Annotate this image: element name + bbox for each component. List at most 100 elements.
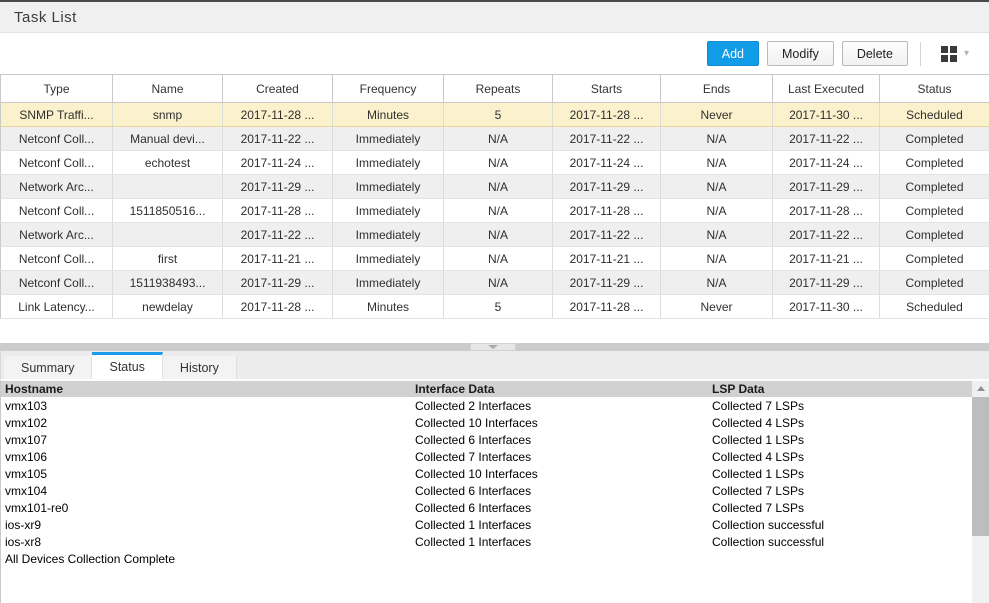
table-row[interactable]: Netconf Coll... 1511850516... 2017-11-28…	[0, 198, 989, 223]
cell-last-executed: 2017-11-24 ...	[772, 150, 880, 175]
cell-ends: N/A	[660, 150, 773, 175]
cell-type: Link Latency...	[0, 294, 113, 319]
lsp-data-column-header[interactable]: LSP Data	[712, 382, 765, 396]
detail-tab[interactable]: Summary	[4, 356, 93, 379]
list-item[interactable]: ios-xr9 Collected 1 Interfaces Collectio…	[1, 516, 989, 533]
hostname-cell: vmx104	[5, 483, 48, 498]
table-row[interactable]: SNMP Traffi... snmp 2017-11-28 ... Minut…	[0, 102, 989, 127]
cell-ends: Never	[660, 102, 773, 127]
table-row[interactable]: Netconf Coll... echotest 2017-11-24 ... …	[0, 150, 989, 175]
cell-status: Completed	[879, 150, 989, 175]
cell-repeats: N/A	[443, 222, 553, 247]
add-button[interactable]: Add	[706, 41, 759, 66]
cell-created: 2017-11-22 ...	[222, 126, 333, 151]
list-item[interactable]: vmx103 Collected 2 Interfaces Collected …	[1, 397, 989, 414]
vertical-scrollbar[interactable]	[972, 381, 989, 603]
cell-ends: N/A	[660, 222, 773, 247]
list-item[interactable]: vmx107 Collected 6 Interfaces Collected …	[1, 431, 989, 448]
splitter-collapse-button[interactable]	[470, 343, 516, 351]
detail-tab[interactable]: History	[162, 356, 237, 379]
cell-created: 2017-11-29 ...	[222, 174, 333, 199]
column-header[interactable]: Ends	[660, 74, 773, 103]
interface-cell: Collected 6 Interfaces	[415, 432, 532, 447]
cell-starts: 2017-11-29 ...	[552, 174, 661, 199]
page-title: Task List	[14, 8, 77, 26]
column-header[interactable]: Last Executed	[772, 74, 880, 103]
spacer	[0, 319, 989, 343]
scroll-up-button[interactable]	[972, 381, 989, 396]
modify-button[interactable]: Modify	[767, 41, 834, 66]
cell-created: 2017-11-29 ...	[222, 270, 333, 295]
hostname-cell: ios-xr8	[5, 534, 42, 549]
cell-repeats: N/A	[443, 126, 553, 151]
cell-frequency: Immediately	[332, 246, 444, 271]
cell-name: 1511850516...	[112, 198, 223, 223]
splitter-handle[interactable]	[0, 343, 989, 351]
cell-frequency: Minutes	[332, 102, 444, 127]
lsp-cell: Collected 4 LSPs	[712, 449, 805, 464]
column-settings-button[interactable]: ▾	[932, 40, 977, 67]
lsp-cell: Collected 4 LSPs	[712, 415, 805, 430]
cell-last-executed: 2017-11-29 ...	[772, 270, 880, 295]
cell-type: Network Arc...	[0, 222, 113, 247]
list-item[interactable]: vmx104 Collected 6 Interfaces Collected …	[1, 482, 989, 499]
list-item[interactable]: vmx101-re0 Collected 6 Interfaces Collec…	[1, 499, 989, 516]
hostname-column-header[interactable]: Hostname	[5, 382, 64, 396]
table-row[interactable]: Network Arc... 2017-11-22 ... Immediatel…	[0, 222, 989, 247]
collapse-down-icon	[488, 345, 498, 349]
scrollbar-thumb[interactable]	[972, 397, 989, 536]
column-header[interactable]: Created	[222, 74, 333, 103]
lsp-cell: Collected 7 LSPs	[712, 483, 805, 498]
cell-type: Netconf Coll...	[0, 270, 113, 295]
cell-frequency: Immediately	[332, 222, 444, 247]
table-row[interactable]: Netconf Coll... first 2017-11-21 ... Imm…	[0, 246, 989, 271]
interface-data-column-header[interactable]: Interface Data	[415, 382, 495, 396]
cell-starts: 2017-11-22 ...	[552, 126, 661, 151]
list-item[interactable]: vmx106 Collected 7 Interfaces Collected …	[1, 448, 989, 465]
column-header[interactable]: Starts	[552, 74, 661, 103]
detail-tab[interactable]: Status	[92, 352, 163, 379]
lsp-cell: Collected 7 LSPs	[712, 398, 805, 413]
cell-last-executed: 2017-11-30 ...	[772, 294, 880, 319]
delete-button[interactable]: Delete	[841, 41, 908, 66]
column-header[interactable]: Repeats	[443, 74, 553, 103]
lsp-cell: Collected 1 LSPs	[712, 432, 805, 447]
cell-last-executed: 2017-11-21 ...	[772, 246, 880, 271]
table-row[interactable]: Netconf Coll... Manual devi... 2017-11-2…	[0, 126, 989, 151]
cell-ends: Never	[660, 294, 773, 319]
cell-status: Completed	[879, 246, 989, 271]
cell-repeats: N/A	[443, 150, 553, 175]
column-header[interactable]: Type	[0, 74, 113, 103]
cell-name: first	[112, 246, 223, 271]
cell-starts: 2017-11-24 ...	[552, 150, 661, 175]
interface-cell: Collected 10 Interfaces	[415, 466, 538, 481]
cell-starts: 2017-11-21 ...	[552, 246, 661, 271]
list-item[interactable]: vmx102 Collected 10 Interfaces Collected…	[1, 414, 989, 431]
list-item[interactable]: vmx105 Collected 10 Interfaces Collected…	[1, 465, 989, 482]
column-header[interactable]: Name	[112, 74, 223, 103]
cell-frequency: Immediately	[332, 270, 444, 295]
column-header[interactable]: Frequency	[332, 74, 444, 103]
list-item[interactable]: All Devices Collection Complete	[1, 550, 989, 567]
cell-starts: 2017-11-28 ...	[552, 294, 661, 319]
table-row[interactable]: Network Arc... 2017-11-29 ... Immediatel…	[0, 174, 989, 199]
cell-repeats: N/A	[443, 246, 553, 271]
status-grid-rows: vmx103 Collected 2 Interfaces Collected …	[1, 397, 989, 567]
table-row[interactable]: Link Latency... newdelay 2017-11-28 ... …	[0, 294, 989, 319]
cell-name: Manual devi...	[112, 126, 223, 151]
cell-created: 2017-11-28 ...	[222, 102, 333, 127]
table-row[interactable]: Netconf Coll... 1511938493... 2017-11-29…	[0, 270, 989, 295]
cell-status: Scheduled	[879, 102, 989, 127]
column-header[interactable]: Status	[879, 74, 989, 103]
cell-type: Network Arc...	[0, 174, 113, 199]
cell-last-executed: 2017-11-29 ...	[772, 174, 880, 199]
list-item[interactable]: ios-xr8 Collected 1 Interfaces Collectio…	[1, 533, 989, 550]
status-grid-header: Hostname Interface Data LSP Data	[1, 381, 989, 397]
cell-created: 2017-11-21 ...	[222, 246, 333, 271]
status-panel: Hostname Interface Data LSP Data vmx103 …	[0, 379, 989, 603]
lsp-cell: Collection successful	[712, 534, 825, 549]
cell-type: Netconf Coll...	[0, 198, 113, 223]
cell-repeats: 5	[443, 294, 553, 319]
interface-cell: Collected 7 Interfaces	[415, 449, 532, 464]
